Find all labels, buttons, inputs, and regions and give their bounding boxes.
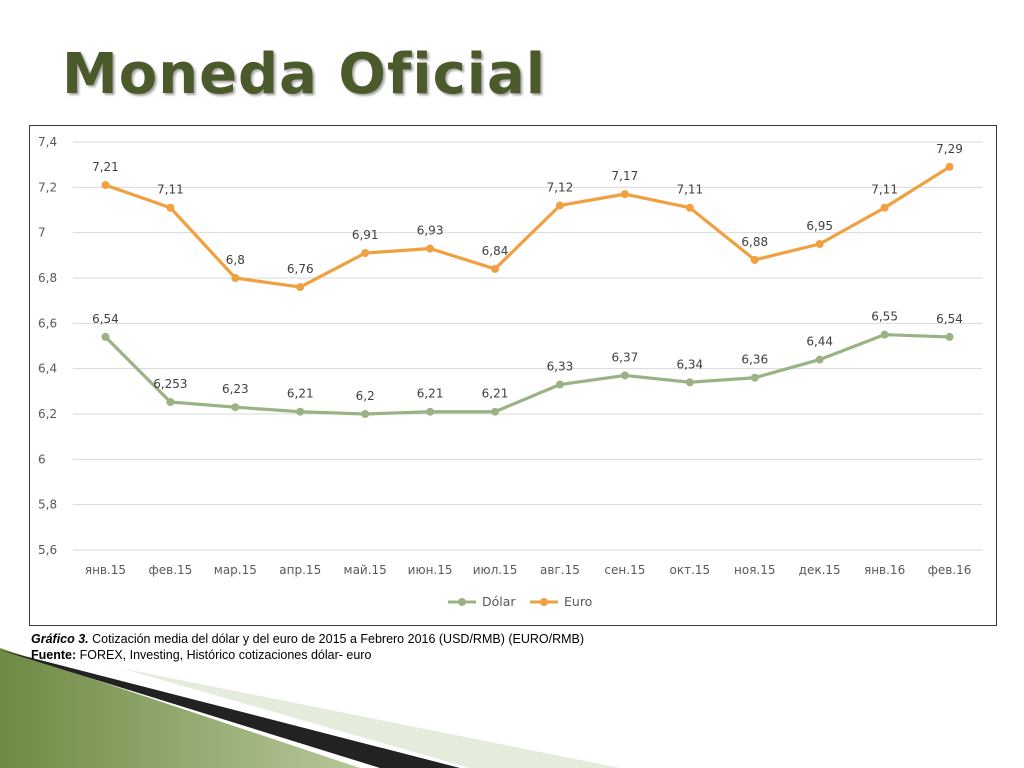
y-tick-label: 6: [38, 452, 46, 466]
y-tick-label: 5,8: [38, 498, 57, 512]
data-label: 6,34: [676, 357, 703, 371]
data-label: 7,17: [612, 169, 639, 183]
data-point: [945, 332, 954, 341]
x-tick-label: июл.15: [473, 563, 518, 577]
slide-title: Moneda Oficial: [62, 42, 546, 107]
data-point: [491, 264, 500, 273]
data-label: 7,12: [547, 180, 574, 194]
data-point: [555, 201, 564, 210]
data-label: 6,44: [806, 335, 833, 349]
data-label: 6,21: [417, 387, 444, 401]
legend-marker-euro: [540, 598, 548, 606]
data-label: 6,55: [871, 310, 898, 324]
y-tick-label: 6,6: [38, 316, 57, 330]
source-text: FOREX, Investing, Histórico cotizaciones…: [76, 648, 372, 662]
y-tick-label: 7,4: [38, 135, 57, 149]
source-lead: Fuente:: [31, 648, 77, 662]
data-point: [361, 249, 370, 258]
data-point: [166, 203, 175, 212]
data-label: 6,21: [482, 387, 509, 401]
y-tick-label: 7,2: [38, 180, 57, 194]
x-tick-label: дек.15: [799, 563, 841, 577]
x-tick-label: янв.16: [864, 563, 905, 577]
data-label: 7,11: [157, 183, 184, 197]
data-point: [166, 397, 175, 406]
data-label: 6,253: [153, 377, 187, 391]
data-point: [815, 240, 824, 248]
chart-container: 7,4 7,2 7 6,8 6,6 6,4 6,2 6 5,8 5,6 янв.15 фев.15 ма…: [29, 125, 997, 626]
data-label: 7,29: [936, 142, 963, 156]
data-point: [620, 371, 629, 380]
series-line-euro: [104, 165, 951, 289]
data-point: [815, 355, 824, 364]
data-point: [361, 410, 370, 418]
x-tick-label: янв.15: [85, 563, 126, 577]
x-tick-label: фев.16: [928, 563, 972, 577]
y-tick-label: 6,4: [38, 362, 57, 376]
x-tick-label: фев.15: [148, 563, 192, 577]
data-point: [555, 380, 564, 389]
data-point: [620, 190, 629, 199]
x-tick-label: авг.15: [540, 563, 580, 577]
data-point: [231, 274, 240, 282]
data-label: 6,23: [222, 382, 249, 396]
data-point: [750, 255, 759, 264]
data-point: [101, 332, 110, 341]
y-tick-label: 6,2: [38, 407, 57, 421]
data-label: 6,88: [741, 235, 768, 249]
x-tick-label: окт.15: [669, 563, 710, 577]
y-tick-label: 5,6: [38, 543, 57, 557]
data-point: [296, 407, 305, 416]
data-label: 7,11: [676, 183, 703, 197]
data-label: 7,21: [92, 160, 119, 174]
y-tick-label: 6,8: [38, 271, 57, 285]
y-tick-label: 7: [38, 226, 46, 240]
data-label: 6,95: [806, 219, 833, 233]
x-tick-label: апр.15: [279, 563, 321, 577]
x-tick-label: май.15: [344, 563, 387, 577]
data-point: [101, 181, 110, 190]
x-tick-label: июн.15: [408, 563, 453, 577]
data-label: 6,93: [417, 224, 444, 238]
data-label: 6,54: [92, 312, 119, 326]
x-tick-label: сен.15: [604, 563, 645, 577]
data-label: 6,8: [226, 253, 245, 267]
data-label: 6,91: [352, 228, 379, 242]
data-point: [491, 407, 500, 416]
data-label: 6,36: [741, 353, 768, 367]
data-point: [685, 203, 694, 212]
data-label: 6,21: [287, 387, 314, 401]
data-point: [750, 373, 759, 382]
data-label: 7,11: [871, 183, 898, 197]
caption-lead: Gráfico 3.: [31, 632, 89, 646]
data-label: 6,54: [936, 312, 963, 326]
x-tick-label: ноя.15: [734, 563, 776, 577]
data-point: [426, 407, 435, 416]
chart-caption: Gráfico 3. Cotización media del dólar y …: [31, 631, 584, 663]
data-point: [296, 283, 305, 292]
line-chart: 7,4 7,2 7 6,8 6,6 6,4 6,2 6 5,8 5,6 янв.15 фев.15 ма…: [38, 135, 982, 609]
data-point: [880, 203, 889, 212]
series-line-dolar: [104, 333, 950, 416]
caption-text: Cotización media del dólar y del euro de…: [88, 632, 585, 646]
data-label: 6,37: [612, 350, 639, 364]
legend-label-euro: Euro: [564, 594, 592, 609]
data-label: 6,2: [356, 389, 375, 403]
data-label: 6,84: [482, 244, 509, 258]
legend-label-dolar: Dólar: [482, 594, 516, 609]
data-point: [231, 403, 240, 412]
data-point: [945, 162, 954, 171]
source-line: Fuente: FOREX, Investing, Histórico coti…: [31, 647, 584, 663]
legend-marker-dolar: [458, 598, 466, 606]
data-point: [426, 244, 435, 253]
x-tick-label: мар.15: [214, 563, 257, 577]
data-point: [685, 378, 694, 387]
caption-line: Gráfico 3. Cotización media del dólar y …: [31, 631, 584, 647]
data-label: 6,33: [547, 360, 574, 374]
data-point: [880, 330, 889, 339]
data-label: 6,76: [287, 262, 314, 276]
